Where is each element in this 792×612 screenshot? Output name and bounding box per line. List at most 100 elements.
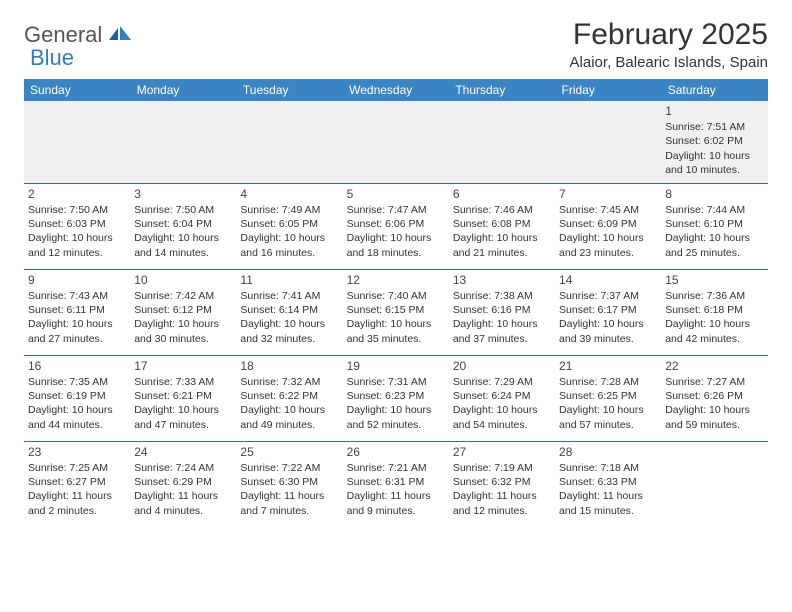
daylight-text: and 21 minutes. xyxy=(453,246,551,260)
calendar-cell: 10Sunrise: 7:42 AMSunset: 6:12 PMDayligh… xyxy=(130,269,236,355)
calendar-cell: 27Sunrise: 7:19 AMSunset: 6:32 PMDayligh… xyxy=(449,441,555,527)
sunset-text: Sunset: 6:31 PM xyxy=(347,475,445,489)
sunset-text: Sunset: 6:08 PM xyxy=(453,217,551,231)
daylight-text: Daylight: 10 hours xyxy=(134,317,232,331)
calendar-cell: 5Sunrise: 7:47 AMSunset: 6:06 PMDaylight… xyxy=(343,183,449,269)
daylight-text: and 42 minutes. xyxy=(665,332,763,346)
daylight-text: and 44 minutes. xyxy=(28,418,126,432)
daylight-text: Daylight: 11 hours xyxy=(559,489,657,503)
sunset-text: Sunset: 6:30 PM xyxy=(240,475,338,489)
daylight-text: Daylight: 10 hours xyxy=(240,317,338,331)
calendar-table: SundayMondayTuesdayWednesdayThursdayFrid… xyxy=(24,79,768,527)
sunset-text: Sunset: 6:29 PM xyxy=(134,475,232,489)
sunset-text: Sunset: 6:09 PM xyxy=(559,217,657,231)
sunset-text: Sunset: 6:33 PM xyxy=(559,475,657,489)
sunrise-text: Sunrise: 7:25 AM xyxy=(28,461,126,475)
daylight-text: and 12 minutes. xyxy=(453,504,551,518)
sunset-text: Sunset: 6:12 PM xyxy=(134,303,232,317)
day-number: 26 xyxy=(347,444,445,460)
daylight-text: Daylight: 10 hours xyxy=(347,317,445,331)
day-number: 16 xyxy=(28,358,126,374)
sunset-text: Sunset: 6:21 PM xyxy=(134,389,232,403)
sunrise-text: Sunrise: 7:35 AM xyxy=(28,375,126,389)
calendar-cell: 7Sunrise: 7:45 AMSunset: 6:09 PMDaylight… xyxy=(555,183,661,269)
week-row: 16Sunrise: 7:35 AMSunset: 6:19 PMDayligh… xyxy=(24,355,768,441)
sunrise-text: Sunrise: 7:31 AM xyxy=(347,375,445,389)
calendar-cell xyxy=(343,101,449,183)
day-number: 6 xyxy=(453,186,551,202)
sunset-text: Sunset: 6:16 PM xyxy=(453,303,551,317)
sunset-text: Sunset: 6:05 PM xyxy=(240,217,338,231)
daylight-text: Daylight: 10 hours xyxy=(453,317,551,331)
calendar-cell: 20Sunrise: 7:29 AMSunset: 6:24 PMDayligh… xyxy=(449,355,555,441)
calendar-cell: 6Sunrise: 7:46 AMSunset: 6:08 PMDaylight… xyxy=(449,183,555,269)
daylight-text: Daylight: 10 hours xyxy=(665,403,763,417)
day-number: 7 xyxy=(559,186,657,202)
daylight-text: Daylight: 11 hours xyxy=(28,489,126,503)
day-number: 28 xyxy=(559,444,657,460)
sunset-text: Sunset: 6:19 PM xyxy=(28,389,126,403)
day-number: 18 xyxy=(240,358,338,374)
sunset-text: Sunset: 6:03 PM xyxy=(28,217,126,231)
daylight-text: Daylight: 10 hours xyxy=(559,403,657,417)
daylight-text: Daylight: 10 hours xyxy=(347,403,445,417)
sunrise-text: Sunrise: 7:46 AM xyxy=(453,203,551,217)
logo-text-general: General xyxy=(24,22,102,47)
calendar-cell xyxy=(24,101,130,183)
sunrise-text: Sunrise: 7:32 AM xyxy=(240,375,338,389)
daylight-text: Daylight: 10 hours xyxy=(453,403,551,417)
calendar-cell: 16Sunrise: 7:35 AMSunset: 6:19 PMDayligh… xyxy=(24,355,130,441)
day-header-thursday: Thursday xyxy=(449,79,555,101)
day-header-monday: Monday xyxy=(130,79,236,101)
sunrise-text: Sunrise: 7:44 AM xyxy=(665,203,763,217)
daylight-text: Daylight: 10 hours xyxy=(134,403,232,417)
sunrise-text: Sunrise: 7:42 AM xyxy=(134,289,232,303)
sunset-text: Sunset: 6:15 PM xyxy=(347,303,445,317)
calendar-cell: 18Sunrise: 7:32 AMSunset: 6:22 PMDayligh… xyxy=(236,355,342,441)
calendar-cell: 11Sunrise: 7:41 AMSunset: 6:14 PMDayligh… xyxy=(236,269,342,355)
day-number: 20 xyxy=(453,358,551,374)
calendar-cell: 25Sunrise: 7:22 AMSunset: 6:30 PMDayligh… xyxy=(236,441,342,527)
day-number: 12 xyxy=(347,272,445,288)
week-row: 1Sunrise: 7:51 AMSunset: 6:02 PMDaylight… xyxy=(24,101,768,183)
daylight-text: and 59 minutes. xyxy=(665,418,763,432)
day-number: 10 xyxy=(134,272,232,288)
daylight-text: and 35 minutes. xyxy=(347,332,445,346)
daylight-text: and 39 minutes. xyxy=(559,332,657,346)
sunrise-text: Sunrise: 7:40 AM xyxy=(347,289,445,303)
daylight-text: Daylight: 10 hours xyxy=(28,403,126,417)
sunrise-text: Sunrise: 7:43 AM xyxy=(28,289,126,303)
sunset-text: Sunset: 6:26 PM xyxy=(665,389,763,403)
sunset-text: Sunset: 6:27 PM xyxy=(28,475,126,489)
daylight-text: and 49 minutes. xyxy=(240,418,338,432)
day-header-wednesday: Wednesday xyxy=(343,79,449,101)
daylight-text: Daylight: 10 hours xyxy=(28,317,126,331)
day-number: 22 xyxy=(665,358,763,374)
calendar-cell: 24Sunrise: 7:24 AMSunset: 6:29 PMDayligh… xyxy=(130,441,236,527)
daylight-text: Daylight: 10 hours xyxy=(347,231,445,245)
sunset-text: Sunset: 6:11 PM xyxy=(28,303,126,317)
daylight-text: Daylight: 10 hours xyxy=(453,231,551,245)
day-number: 1 xyxy=(665,103,763,119)
sunrise-text: Sunrise: 7:38 AM xyxy=(453,289,551,303)
daylight-text: and 2 minutes. xyxy=(28,504,126,518)
daylight-text: and 10 minutes. xyxy=(665,163,763,177)
daylight-text: and 25 minutes. xyxy=(665,246,763,260)
daylight-text: and 15 minutes. xyxy=(559,504,657,518)
day-number: 21 xyxy=(559,358,657,374)
daylight-text: Daylight: 10 hours xyxy=(559,317,657,331)
sunset-text: Sunset: 6:22 PM xyxy=(240,389,338,403)
calendar-cell: 19Sunrise: 7:31 AMSunset: 6:23 PMDayligh… xyxy=(343,355,449,441)
sunrise-text: Sunrise: 7:51 AM xyxy=(665,120,763,134)
week-row: 9Sunrise: 7:43 AMSunset: 6:11 PMDaylight… xyxy=(24,269,768,355)
sunrise-text: Sunrise: 7:41 AM xyxy=(240,289,338,303)
day-number: 27 xyxy=(453,444,551,460)
daylight-text: Daylight: 10 hours xyxy=(665,317,763,331)
daylight-text: and 57 minutes. xyxy=(559,418,657,432)
sunrise-text: Sunrise: 7:27 AM xyxy=(665,375,763,389)
sunrise-text: Sunrise: 7:33 AM xyxy=(134,375,232,389)
calendar-cell: 2Sunrise: 7:50 AMSunset: 6:03 PMDaylight… xyxy=(24,183,130,269)
calendar-cell xyxy=(449,101,555,183)
sunrise-text: Sunrise: 7:29 AM xyxy=(453,375,551,389)
day-number: 13 xyxy=(453,272,551,288)
